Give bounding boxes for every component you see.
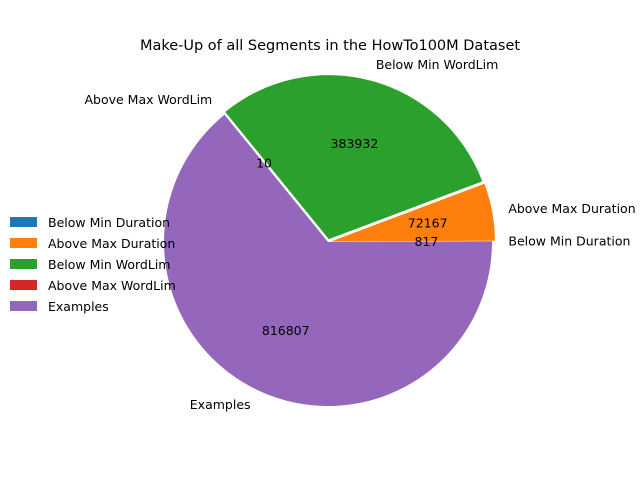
slice-label-above-max-duration: Above Max Duration — [508, 201, 635, 216]
pie-slice-below-min-duration — [328, 241, 492, 242]
legend-swatch-examples — [10, 301, 37, 311]
pie-slices — [163, 75, 495, 407]
legend-label-above-max-duration: Above Max Duration — [48, 236, 175, 251]
slice-value-below-min-duration: 817 — [414, 234, 438, 249]
legend-label-below-min-duration: Below Min Duration — [48, 215, 170, 230]
pie-slice-above-max-wordlim — [222, 112, 327, 240]
pie-slice-examples — [163, 114, 492, 407]
slice-label-above-max-wordlim: Above Max WordLim — [84, 92, 212, 107]
pie-slice-above-max-duration — [330, 183, 495, 242]
legend-swatch-above-max-wordlim — [10, 280, 37, 290]
slice-value-below-min-wordlim: 383932 — [331, 136, 379, 151]
legend-label-examples: Examples — [48, 299, 109, 314]
slice-value-examples: 816807 — [262, 323, 310, 338]
slice-value-above-max-wordlim: 10 — [256, 155, 272, 170]
slice-labels: Below Min Duration Above Max Duration Belo… — [84, 57, 635, 412]
slice-label-below-min-duration: Below Min Duration — [508, 234, 630, 249]
slice-value-labels: 817 72167 383932 10 816807 — [256, 136, 447, 338]
legend-label-above-max-wordlim: Above Max WordLim — [48, 278, 176, 293]
legend-swatch-above-max-duration — [10, 238, 37, 248]
slice-value-above-max-duration: 72167 — [408, 216, 448, 231]
legend-label-below-min-wordlim: Below Min WordLim — [48, 257, 170, 272]
chart-title: Make-Up of all Segments in the HowTo100M… — [140, 38, 520, 54]
pie-slice-below-min-wordlim — [225, 75, 483, 240]
slice-label-examples: Examples — [190, 397, 251, 412]
slice-label-below-min-wordlim: Below Min WordLim — [376, 57, 498, 72]
legend-swatch-below-min-duration — [10, 217, 37, 227]
legend: Below Min Duration Above Max Duration Belo… — [10, 215, 176, 314]
legend-swatch-below-min-wordlim — [10, 259, 37, 269]
